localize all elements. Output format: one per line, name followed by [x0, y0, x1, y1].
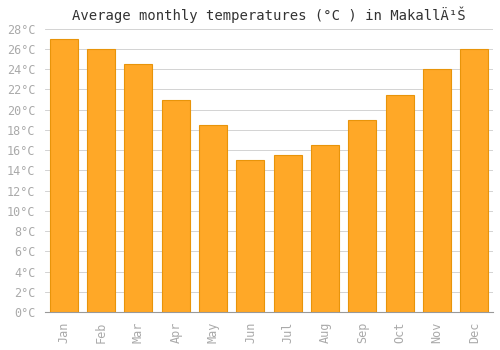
- Bar: [199, 125, 227, 312]
- Bar: [236, 160, 264, 312]
- Bar: [348, 120, 376, 312]
- Bar: [423, 69, 451, 312]
- Bar: [87, 49, 115, 312]
- Bar: [274, 155, 302, 312]
- Bar: [460, 49, 488, 312]
- Bar: [50, 39, 78, 312]
- Title: Average monthly temperatures (°C ) in MakallÄ¹Š: Average monthly temperatures (°C ) in Ma…: [72, 7, 466, 23]
- Bar: [124, 64, 152, 312]
- Bar: [311, 145, 339, 312]
- Bar: [162, 99, 190, 312]
- Bar: [386, 94, 413, 312]
